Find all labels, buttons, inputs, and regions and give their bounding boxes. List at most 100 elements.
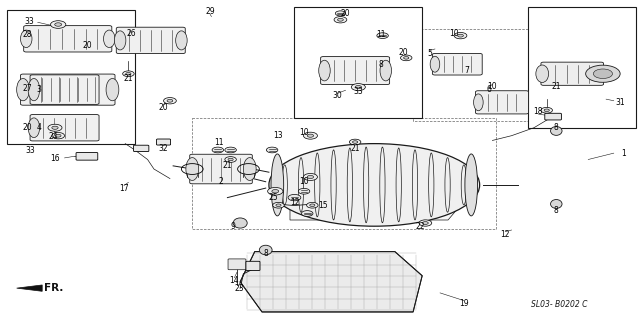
Circle shape [334,17,347,23]
Text: 21: 21 [350,144,360,153]
Ellipse shape [550,126,562,135]
Ellipse shape [243,158,256,181]
Circle shape [307,134,314,137]
Circle shape [276,204,281,206]
Text: 33: 33 [24,17,35,26]
Circle shape [458,34,463,37]
Ellipse shape [28,118,40,137]
Text: 32: 32 [159,144,168,153]
Circle shape [288,195,301,201]
Text: 11: 11 [376,30,385,39]
FancyBboxPatch shape [134,145,149,152]
Text: 4: 4 [36,123,42,132]
Circle shape [55,134,61,137]
FancyBboxPatch shape [246,261,260,271]
Bar [527,7,636,128]
Ellipse shape [186,158,198,181]
Bar [294,7,422,118]
Polygon shape [290,177,464,220]
FancyBboxPatch shape [157,139,171,145]
FancyBboxPatch shape [228,259,246,270]
Text: 20: 20 [82,41,92,50]
FancyBboxPatch shape [116,27,185,54]
Circle shape [401,55,412,61]
Ellipse shape [550,199,562,208]
FancyBboxPatch shape [433,53,482,75]
Text: 15: 15 [318,201,328,210]
Text: 29: 29 [205,7,215,16]
Text: 33: 33 [353,87,363,96]
Circle shape [310,204,315,206]
Circle shape [212,147,223,153]
Circle shape [225,147,236,153]
Ellipse shape [269,144,479,226]
Text: 3: 3 [36,85,42,94]
Text: 10: 10 [300,177,309,186]
Circle shape [353,141,358,143]
Ellipse shape [20,30,32,48]
Text: 20: 20 [159,103,168,112]
Text: 8: 8 [378,60,383,69]
Text: 12: 12 [500,230,510,239]
Text: 17: 17 [119,184,129,193]
Text: 20: 20 [22,123,33,132]
FancyBboxPatch shape [545,113,561,120]
FancyBboxPatch shape [189,154,252,184]
Text: 10: 10 [449,29,459,38]
Circle shape [268,188,283,195]
FancyBboxPatch shape [30,115,99,141]
Text: 2: 2 [219,177,223,186]
Polygon shape [240,252,422,312]
Circle shape [51,21,66,28]
Ellipse shape [115,31,126,50]
Circle shape [301,211,313,216]
Circle shape [123,71,134,77]
Circle shape [349,139,361,145]
Ellipse shape [28,78,40,101]
Text: 24: 24 [49,132,58,141]
Text: 23: 23 [234,284,244,293]
Text: 26: 26 [127,29,136,38]
Circle shape [404,56,409,59]
Circle shape [298,189,310,194]
Circle shape [273,202,284,208]
Circle shape [52,126,58,129]
Circle shape [419,220,432,226]
Circle shape [586,65,620,82]
Circle shape [48,124,62,131]
Text: 11: 11 [214,137,224,146]
Ellipse shape [430,56,440,72]
Text: 27: 27 [22,84,33,93]
Text: 10: 10 [488,82,497,91]
Text: 9: 9 [230,222,235,231]
Circle shape [167,99,173,102]
Circle shape [541,108,552,113]
Text: 21: 21 [124,74,133,83]
Text: 25: 25 [269,193,278,202]
Text: 5: 5 [428,48,432,58]
Circle shape [337,18,343,21]
Ellipse shape [536,65,548,83]
Text: 16: 16 [50,154,60,163]
Circle shape [303,174,317,181]
Bar [7,10,135,144]
FancyBboxPatch shape [476,91,529,114]
Text: 20: 20 [340,9,350,18]
Text: 14: 14 [230,276,239,285]
Circle shape [52,132,65,139]
Circle shape [454,33,467,39]
Text: 19: 19 [459,299,468,308]
Circle shape [55,23,61,26]
Circle shape [593,69,612,78]
Circle shape [164,98,176,104]
Circle shape [266,147,278,153]
Text: 30: 30 [332,92,342,100]
Text: 13: 13 [274,131,284,140]
Text: 22: 22 [415,222,425,231]
Text: 8: 8 [554,123,559,132]
Circle shape [228,158,233,161]
Text: FR.: FR. [44,283,63,293]
Text: 21: 21 [223,161,232,170]
Polygon shape [17,285,42,291]
Text: SL03- B0202 C: SL03- B0202 C [531,300,588,309]
